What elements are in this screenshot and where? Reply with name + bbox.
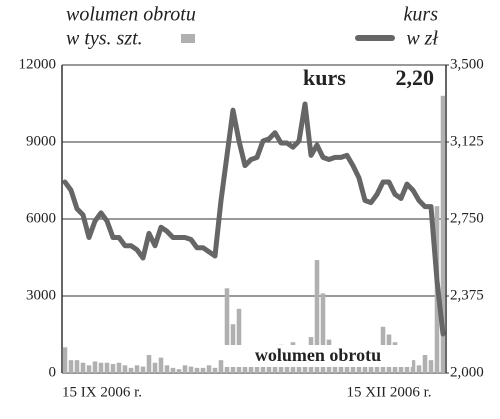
y-tick-label: 9000	[26, 133, 56, 149]
bar	[224, 288, 230, 373]
y2-tick-label: 2,375	[450, 287, 484, 303]
bar	[182, 365, 188, 373]
bar	[176, 369, 182, 373]
bar	[416, 365, 422, 373]
annotation: kurs	[303, 65, 346, 90]
bar	[200, 367, 206, 373]
bar	[356, 362, 362, 373]
annotation: wolumen obrotu	[255, 345, 381, 365]
bar	[98, 362, 104, 373]
bar	[218, 360, 224, 373]
bar	[62, 347, 68, 373]
bar	[110, 364, 116, 373]
bar	[410, 360, 416, 373]
bar	[80, 362, 86, 373]
bar	[170, 367, 176, 373]
bar	[140, 366, 146, 373]
bar	[116, 362, 122, 373]
bar	[236, 308, 242, 373]
bar	[440, 95, 446, 374]
bar	[254, 362, 260, 373]
bar	[212, 367, 218, 373]
y-tick-label: 3000	[26, 287, 56, 303]
bar	[122, 365, 128, 373]
bar	[92, 361, 98, 373]
y-tick-label: 0	[49, 364, 57, 380]
y2-tick-label: 2,000	[450, 364, 484, 380]
bar	[86, 365, 92, 373]
bar	[320, 293, 326, 373]
bar	[188, 366, 194, 373]
bar	[146, 355, 152, 373]
y2-tick-label: 3,500	[450, 56, 484, 72]
x-tick-label: 15 XII 2006 r.	[347, 384, 432, 400]
bar	[128, 367, 134, 373]
y-axis-label: w tys. szt.	[66, 28, 143, 50]
bar	[428, 360, 434, 373]
y-tick-label: 6000	[26, 210, 56, 226]
y2-tick-label: 3,125	[450, 133, 484, 149]
y-tick-label: 12000	[19, 56, 57, 72]
bar	[206, 365, 212, 373]
bar	[74, 360, 80, 373]
bar	[164, 365, 170, 373]
legend-label: wolumen obrotu	[66, 4, 196, 26]
legend-label: kurs	[404, 4, 439, 26]
x-tick-label: 15 IX 2006 r.	[62, 384, 142, 400]
annotation: 2,20	[396, 65, 435, 90]
bar	[134, 365, 140, 373]
kurs-line	[62, 101, 446, 337]
bar	[422, 355, 428, 373]
bar	[194, 367, 200, 373]
bar	[158, 357, 164, 373]
bar	[68, 360, 74, 373]
y2-tick-label: 2,750	[450, 210, 484, 226]
bar	[314, 260, 320, 373]
bar	[152, 362, 158, 373]
annotation-box	[224, 345, 412, 367]
annotation-box	[300, 69, 440, 95]
legend-swatch	[181, 34, 195, 43]
bar	[104, 362, 110, 373]
y2-axis-label: w zł	[406, 28, 438, 50]
